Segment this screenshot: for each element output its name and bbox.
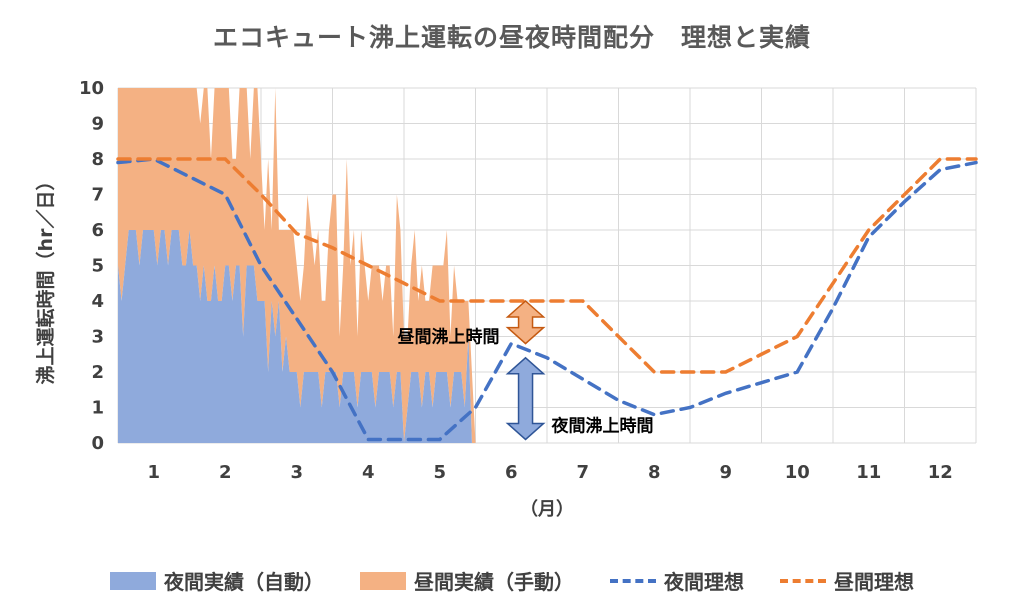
legend-swatch-day-ideal bbox=[780, 578, 826, 583]
series-night-actual-area bbox=[118, 230, 476, 443]
x-tick-label-11: 11 bbox=[856, 462, 881, 483]
legend-label-day-actual: 昼間実績（手動） bbox=[414, 570, 574, 594]
x-tick-label-1: 1 bbox=[147, 462, 160, 483]
x-tick-label-7: 7 bbox=[576, 462, 589, 483]
legend: 夜間実績（自動） 昼間実績（手動） 夜間理想 昼間理想 bbox=[0, 566, 1024, 595]
annotation-arrow-day bbox=[505, 299, 546, 345]
legend-item-night-ideal: 夜間理想 bbox=[610, 566, 744, 595]
y-tick-label-1: 1 bbox=[91, 398, 104, 419]
y-tick-label-2: 2 bbox=[91, 362, 104, 383]
y-tick-label-3: 3 bbox=[91, 327, 104, 348]
y-tick-label-7: 7 bbox=[91, 185, 104, 206]
series-day-actual-area bbox=[118, 88, 476, 443]
legend-swatch-day-actual bbox=[360, 571, 406, 590]
x-axis-label: （月） bbox=[520, 499, 574, 520]
x-tick-label-4: 4 bbox=[362, 462, 375, 483]
y-axis-label: 沸上運転時間（hr／日） bbox=[34, 172, 57, 385]
x-tick-label-6: 6 bbox=[505, 462, 518, 483]
y-tick-label-9: 9 bbox=[91, 114, 104, 135]
legend-label-day-ideal: 昼間理想 bbox=[834, 570, 914, 594]
legend-item-night-actual: 夜間実績（自動） bbox=[110, 566, 324, 595]
x-tick-label-8: 8 bbox=[648, 462, 661, 483]
y-tick-label-8: 8 bbox=[91, 149, 104, 170]
line-layer bbox=[116, 157, 978, 442]
x-tick-label-2: 2 bbox=[219, 462, 232, 483]
legend-item-day-ideal: 昼間理想 bbox=[780, 566, 914, 595]
legend-item-day-actual: 昼間実績（手動） bbox=[360, 566, 574, 595]
y-tick-label-10: 10 bbox=[79, 78, 104, 99]
y-tick-label-0: 0 bbox=[91, 433, 104, 454]
x-tick-label-3: 3 bbox=[290, 462, 303, 483]
annotation-label-day: 昼間沸上時間 bbox=[398, 327, 500, 348]
y-tick-label-4: 4 bbox=[91, 291, 104, 312]
area-layer bbox=[118, 88, 476, 443]
x-tick-label-10: 10 bbox=[785, 462, 810, 483]
chart-title: エコキュート沸上運転の昼夜時間配分 理想と実績 bbox=[212, 23, 811, 52]
legend-label-night-actual: 夜間実績（自動） bbox=[164, 570, 324, 594]
legend-swatch-night-actual bbox=[110, 571, 156, 590]
x-tick-label-12: 12 bbox=[928, 462, 953, 483]
annotation-arrow-night bbox=[505, 356, 546, 441]
series-night-ideal-line bbox=[116, 157, 978, 442]
annotation-label-night: 夜間沸上時間 bbox=[551, 415, 654, 436]
legend-swatch-night-ideal bbox=[610, 578, 656, 583]
x-tick-label-9: 9 bbox=[719, 462, 732, 483]
series-day-ideal-line bbox=[116, 157, 978, 374]
y-tick-label-6: 6 bbox=[91, 220, 104, 241]
legend-label-night-ideal: 夜間理想 bbox=[664, 570, 744, 594]
x-tick-label-5: 5 bbox=[433, 462, 446, 483]
y-tick-label-5: 5 bbox=[91, 256, 104, 277]
